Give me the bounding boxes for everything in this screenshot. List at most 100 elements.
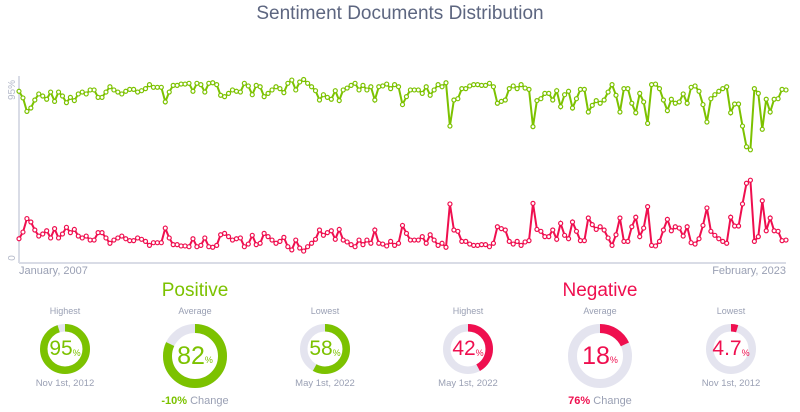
negative-data-point[interactable] — [561, 232, 568, 238]
positive-data-point[interactable] — [119, 91, 125, 97]
positive-data-point[interactable] — [447, 123, 453, 129]
negative-data-point[interactable] — [403, 230, 410, 236]
negative-data-point[interactable] — [51, 226, 58, 232]
positive-data-point[interactable] — [554, 88, 560, 94]
negative-data-point[interactable] — [514, 238, 520, 244]
positive-data-point[interactable] — [24, 108, 30, 115]
positive-data-point[interactable] — [368, 84, 374, 90]
negative-data-point[interactable] — [332, 236, 338, 242]
negative-data-point[interactable] — [486, 244, 493, 250]
negative-data-point[interactable] — [285, 244, 291, 250]
positive-data-point[interactable] — [735, 101, 742, 107]
positive-data-point[interactable] — [463, 86, 469, 92]
positive-data-point[interactable] — [712, 92, 718, 98]
positive-data-point[interactable] — [783, 87, 789, 93]
negative-data-point[interactable] — [581, 238, 587, 244]
positive-data-point[interactable] — [443, 80, 449, 86]
negative-data-point[interactable] — [443, 244, 449, 250]
negative-data-point[interactable] — [720, 238, 726, 244]
positive-data-point[interactable] — [613, 92, 619, 98]
positive-data-point[interactable] — [720, 86, 726, 92]
negative-data-point[interactable] — [755, 234, 761, 240]
positive-data-point[interactable] — [648, 82, 655, 88]
positive-data-point[interactable] — [269, 87, 275, 93]
positive-data-point[interactable] — [609, 82, 615, 88]
negative-data-point[interactable] — [399, 222, 406, 229]
positive-data-point[interactable] — [75, 91, 81, 97]
positive-data-point[interactable] — [111, 87, 117, 93]
negative-data-point[interactable] — [233, 236, 240, 242]
negative-data-point[interactable] — [301, 248, 307, 254]
positive-data-point[interactable] — [182, 81, 188, 87]
positive-data-point[interactable] — [724, 84, 730, 90]
positive-data-point[interactable] — [617, 109, 623, 115]
negative-data-point[interactable] — [668, 228, 674, 234]
positive-data-point[interactable] — [79, 89, 85, 95]
negative-data-point[interactable] — [633, 214, 639, 220]
positive-data-point[interactable] — [506, 86, 512, 92]
positive-data-point[interactable] — [680, 91, 686, 97]
negative-data-point[interactable] — [708, 228, 714, 234]
negative-data-point[interactable] — [48, 235, 54, 241]
positive-data-point[interactable] — [763, 96, 769, 102]
positive-data-point[interactable] — [162, 99, 168, 105]
negative-data-point[interactable] — [415, 237, 421, 243]
positive-data-point[interactable] — [538, 96, 544, 102]
positive-data-point[interactable] — [328, 96, 334, 102]
negative-data-point[interactable] — [40, 231, 46, 237]
negative-data-point[interactable] — [589, 222, 595, 228]
positive-data-point[interactable] — [771, 96, 777, 102]
positive-data-point[interactable] — [233, 88, 240, 94]
negative-data-point[interactable] — [356, 237, 362, 243]
negative-data-point[interactable] — [648, 242, 655, 248]
negative-data-point[interactable] — [138, 236, 145, 242]
negative-data-point[interactable] — [83, 233, 89, 239]
negative-data-point[interactable] — [63, 224, 70, 230]
positive-data-point[interactable] — [364, 87, 370, 93]
negative-data-point[interactable] — [348, 242, 354, 248]
negative-data-point[interactable] — [565, 236, 572, 242]
negative-data-point[interactable] — [676, 225, 682, 231]
positive-data-point[interactable] — [728, 110, 734, 116]
negative-data-point[interactable] — [257, 240, 263, 246]
positive-data-point[interactable] — [581, 86, 587, 92]
negative-data-point[interactable] — [115, 235, 121, 241]
positive-data-point[interactable] — [332, 88, 338, 94]
negative-data-point[interactable] — [463, 238, 469, 244]
positive-data-point[interactable] — [142, 86, 149, 92]
negative-data-point[interactable] — [751, 238, 757, 244]
negative-data-point[interactable] — [601, 227, 607, 233]
negative-data-point[interactable] — [206, 244, 212, 250]
positive-data-point[interactable] — [48, 89, 54, 95]
positive-data-point[interactable] — [455, 96, 461, 102]
positive-data-point[interactable] — [20, 95, 26, 101]
negative-data-point[interactable] — [316, 227, 323, 233]
negative-data-point[interactable] — [162, 225, 168, 231]
negative-data-point[interactable] — [119, 233, 125, 239]
positive-data-point[interactable] — [336, 97, 342, 104]
negative-data-point[interactable] — [308, 240, 315, 246]
positive-data-point[interactable] — [399, 101, 406, 108]
negative-data-point[interactable] — [142, 238, 149, 244]
positive-data-point[interactable] — [645, 120, 651, 126]
positive-data-point[interactable] — [146, 82, 153, 88]
negative-data-point[interactable] — [716, 236, 722, 242]
negative-data-point[interactable] — [20, 229, 26, 235]
positive-data-point[interactable] — [312, 88, 319, 94]
negative-data-point[interactable] — [376, 240, 382, 246]
negative-data-point[interactable] — [123, 236, 129, 242]
positive-data-point[interactable] — [305, 80, 311, 86]
positive-data-point[interactable] — [316, 97, 323, 103]
negative-data-point[interactable] — [447, 201, 453, 207]
positive-data-point[interactable] — [40, 93, 46, 99]
negative-data-point[interactable] — [743, 180, 750, 186]
positive-data-point[interactable] — [403, 93, 410, 100]
negative-data-point[interactable] — [395, 240, 402, 246]
negative-data-point[interactable] — [273, 240, 279, 246]
positive-data-point[interactable] — [16, 88, 22, 94]
positive-data-point[interactable] — [747, 147, 754, 153]
negative-data-point[interactable] — [605, 235, 611, 241]
negative-data-point[interactable] — [289, 247, 295, 253]
negative-data-point[interactable] — [538, 228, 544, 234]
positive-data-point[interactable] — [344, 85, 350, 91]
